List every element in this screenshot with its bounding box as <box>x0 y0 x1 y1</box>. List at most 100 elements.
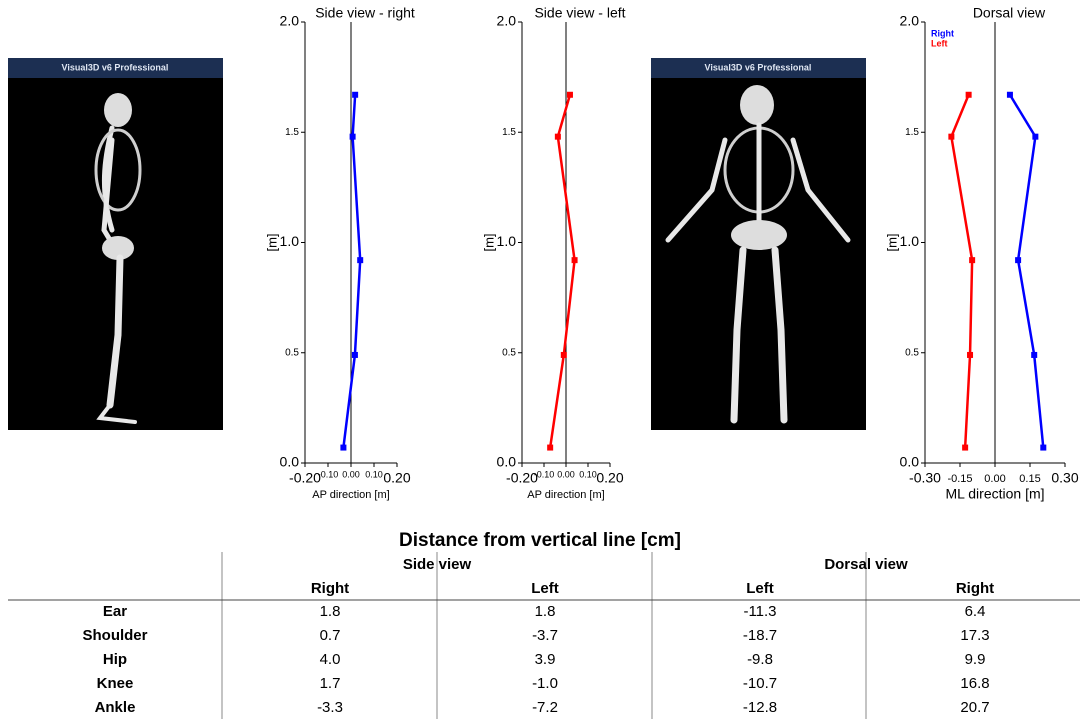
data-point <box>967 352 973 358</box>
column-header: Left <box>531 580 559 597</box>
column-header: Right <box>311 580 349 597</box>
table-cell: -3.3 <box>317 699 343 716</box>
data-point <box>1032 134 1038 140</box>
table-cell: -7.2 <box>532 699 558 716</box>
data-table: Distance from vertical line [cm] Side vie… <box>8 530 1080 719</box>
y-tick-label: 0.0 <box>280 454 300 470</box>
figure: Visual3D v6 Professional Visual3D v6 Pro… <box>0 0 1085 719</box>
image-banner: Visual3D v6 Professional <box>705 62 812 72</box>
x-tick-label: 0.10 <box>579 469 597 479</box>
row-label: Shoulder <box>82 627 147 644</box>
data-point <box>352 352 358 358</box>
table-cell: 0.7 <box>320 627 341 644</box>
data-point <box>350 134 356 140</box>
x-tick-label: 0.00 <box>557 469 575 479</box>
x-axis-label: AP direction [m] <box>312 489 389 501</box>
row-label: Knee <box>97 675 134 692</box>
table-cell: 1.8 <box>535 603 556 620</box>
table-cell: -18.7 <box>743 627 777 644</box>
data-point <box>1007 92 1013 98</box>
x-tick-label: 0.20 <box>596 470 623 486</box>
x-tick-label: -0.10 <box>318 469 339 479</box>
table-cell: 3.9 <box>535 651 556 668</box>
legend-label: Left <box>931 38 948 48</box>
y-tick-label: 0.5 <box>502 347 516 358</box>
data-point <box>1015 257 1021 263</box>
y-axis-label: [m] <box>481 233 496 251</box>
y-tick-label: 1.0 <box>900 233 920 249</box>
y-tick-label: 0.5 <box>285 347 299 358</box>
chart-title: Side view - left <box>534 5 625 21</box>
table-cell: -10.7 <box>743 675 777 692</box>
table-cell: 17.3 <box>960 627 989 644</box>
table-cell: -9.8 <box>747 651 773 668</box>
y-tick-label: 1.0 <box>497 233 517 249</box>
y-tick-label: 2.0 <box>900 13 920 29</box>
data-point <box>340 445 346 451</box>
table-cell: 20.7 <box>960 699 989 716</box>
data-line <box>343 95 360 448</box>
data-point <box>962 445 968 451</box>
table-cell: -1.0 <box>532 675 558 692</box>
row-label: Ear <box>103 603 127 620</box>
x-tick-label: -0.30 <box>909 470 941 486</box>
table-cell: 1.7 <box>320 675 341 692</box>
x-axis-label: AP direction [m] <box>527 489 604 501</box>
data-point <box>969 257 975 263</box>
table-cell: 16.8 <box>960 675 989 692</box>
y-tick-label: 2.0 <box>280 13 300 29</box>
x-tick-label: 0.10 <box>365 469 383 479</box>
table-cell: -12.8 <box>743 699 777 716</box>
column-header: Left <box>746 580 774 597</box>
y-axis-label: [m] <box>884 233 899 251</box>
x-tick-label: 0.15 <box>1019 473 1040 485</box>
table-title: Distance from vertical line [cm] <box>399 530 681 551</box>
data-point <box>948 134 954 140</box>
group-header: Dorsal view <box>824 556 908 573</box>
x-tick-label: 0.00 <box>984 473 1005 485</box>
table-cell: 9.9 <box>965 651 986 668</box>
column-header: Right <box>956 580 994 597</box>
y-tick-label: 2.0 <box>497 13 517 29</box>
x-tick-label: 0.20 <box>383 470 410 486</box>
data-point <box>572 257 578 263</box>
skeleton-image-side: Visual3D v6 Professional <box>8 58 223 430</box>
table-cell: 1.8 <box>320 603 341 620</box>
data-point <box>357 257 363 263</box>
row-label: Hip <box>103 651 127 668</box>
x-tick-label: 0.00 <box>342 469 360 479</box>
data-line <box>1010 95 1043 448</box>
data-point <box>567 92 573 98</box>
x-tick-label: -0.20 <box>289 470 321 486</box>
table-cell: 6.4 <box>965 603 986 620</box>
skeleton-image-dorsal: Visual3D v6 Professional <box>651 58 866 430</box>
y-tick-label: 1.0 <box>280 233 300 249</box>
y-tick-label: 1.5 <box>502 127 516 138</box>
chart: Side view - left0.00.51.01.52.0-0.20-0.1… <box>481 5 625 501</box>
data-point <box>352 92 358 98</box>
y-tick-label: 0.0 <box>900 454 920 470</box>
x-tick-label: -0.15 <box>947 473 972 485</box>
table-cell: 4.0 <box>320 651 341 668</box>
chart-title: Dorsal view <box>973 5 1046 21</box>
legend-label: Right <box>931 28 954 38</box>
x-tick-label: 0.30 <box>1051 470 1078 486</box>
group-header: Side view <box>403 556 472 573</box>
data-point <box>547 445 553 451</box>
table-cell: -3.7 <box>532 627 558 644</box>
data-point <box>1040 445 1046 451</box>
data-line <box>550 95 574 448</box>
data-point <box>555 134 561 140</box>
image-banner: Visual3D v6 Professional <box>62 62 169 72</box>
y-axis-label: [m] <box>264 233 279 251</box>
table-cell: -11.3 <box>743 603 776 620</box>
x-tick-label: -0.10 <box>534 469 555 479</box>
x-axis-label: ML direction [m] <box>945 486 1044 502</box>
data-point <box>1031 352 1037 358</box>
row-label: Ankle <box>95 699 136 716</box>
chart: Side view - right0.00.51.01.52.0-0.20-0.… <box>264 5 414 501</box>
y-tick-label: 1.5 <box>285 127 299 138</box>
y-tick-label: 0.5 <box>905 347 919 358</box>
data-line <box>951 95 972 448</box>
